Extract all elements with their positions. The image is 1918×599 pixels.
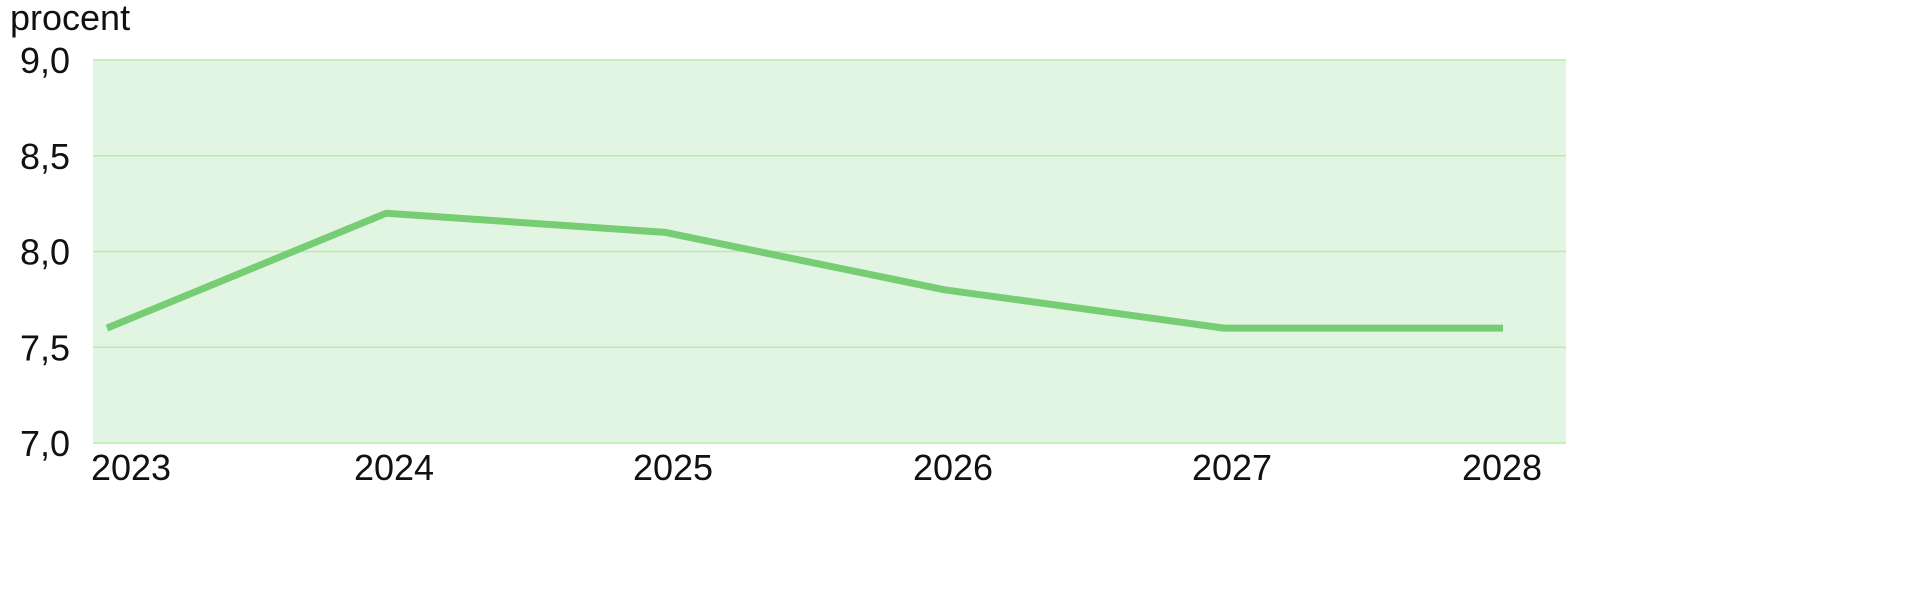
- y-tick-label: 8,0: [20, 232, 70, 273]
- series-line: [105, 209, 1503, 332]
- x-tick-label: 2024: [354, 447, 434, 488]
- x-tick-labels: 2023 2024 2025 2026 2027 2028: [91, 447, 1542, 488]
- x-tick-label: 2025: [633, 447, 713, 488]
- x-tick-label: 2027: [1192, 447, 1272, 488]
- x-tick-label: 2026: [913, 447, 993, 488]
- y-tick-label: 7,0: [20, 423, 70, 464]
- y-tick-label: 7,5: [20, 327, 70, 368]
- gridlines: [93, 59, 1566, 444]
- y-tick-label: 9,0: [20, 40, 70, 81]
- x-tick-label: 2023: [91, 447, 171, 488]
- y-tick-labels: 9,0 8,5 8,0 7,5 7,0: [20, 40, 70, 464]
- x-tick-label: 2028: [1462, 447, 1542, 488]
- y-axis-unit-label: procent: [10, 0, 130, 38]
- y-tick-label: 8,5: [20, 136, 70, 177]
